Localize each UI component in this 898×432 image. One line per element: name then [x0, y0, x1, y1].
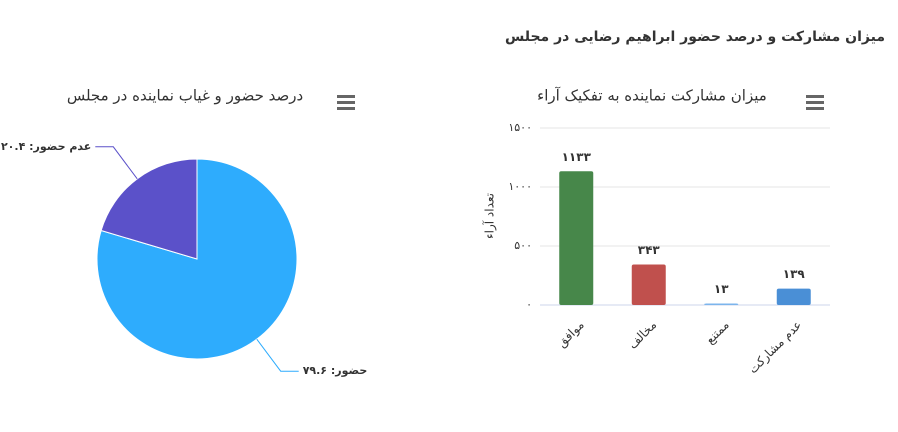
connector: [256, 338, 299, 372]
bar: [704, 303, 739, 305]
x-tick-label: مخالف: [625, 318, 659, 352]
chart-title: درصد حضور و غیاب نماینده در مجلس: [67, 87, 303, 105]
data-label: ۱۱۳۳: [562, 150, 592, 164]
bar: [631, 264, 666, 305]
x-tick-label: موافق: [555, 318, 588, 351]
y-tick-label: ۵۰۰: [514, 239, 532, 252]
data-label: ۱۳۹: [783, 267, 806, 281]
y-axis-label: تعداد آراء: [482, 193, 498, 239]
x-tick-label: ممتنع: [703, 318, 732, 347]
y-tick-label: ۱۰۰۰: [508, 180, 532, 193]
data-label: ۱۳: [714, 282, 729, 296]
connector: [95, 146, 138, 180]
pie-slice: [100, 158, 198, 260]
bar: [776, 288, 811, 305]
x-tick-label: عدم مشارکت: [746, 318, 805, 377]
bar: [559, 171, 594, 305]
menu-icon[interactable]: [806, 95, 824, 110]
menu-icon[interactable]: [337, 95, 355, 110]
data-label: حضور: ۷۹.۶: [303, 364, 368, 377]
data-label: عدم حضور: ۲۰.۴: [1, 140, 91, 153]
y-tick-label: ۱۵۰۰: [508, 121, 532, 134]
y-tick-label: ۰: [526, 298, 532, 311]
chart-title: میزان مشارکت نماینده به تفکیک آراء: [537, 87, 767, 105]
data-label: ۳۴۳: [638, 243, 661, 257]
page-title: میزان مشارکت و درصد حضور ابراهیم رضایی د…: [505, 29, 885, 45]
